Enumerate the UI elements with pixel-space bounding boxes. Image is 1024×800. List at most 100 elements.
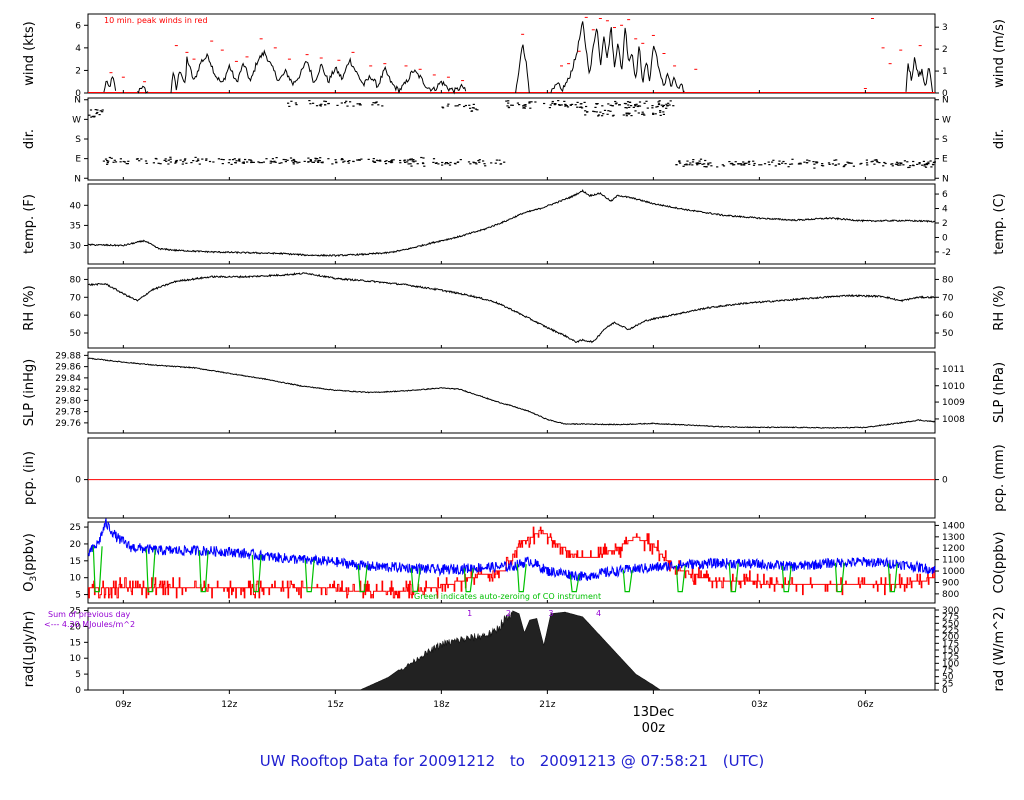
dir-point	[748, 160, 751, 162]
dir-point	[923, 163, 926, 165]
temp-right-tick-label: 4	[942, 205, 948, 215]
dir-point	[385, 160, 388, 162]
dir-point	[323, 100, 326, 102]
dir-point	[655, 106, 658, 108]
co-right-tick-label: 1300	[942, 533, 965, 543]
dir-point	[511, 104, 514, 106]
dir-point	[882, 165, 885, 167]
wind-line	[103, 76, 117, 93]
wind-line	[170, 49, 467, 95]
dir-point	[238, 158, 241, 160]
dir-point	[685, 164, 688, 166]
dir-point	[474, 108, 477, 110]
dir-point	[250, 160, 253, 162]
dir-point	[871, 160, 874, 162]
rh-frame	[87, 267, 936, 349]
dir-point	[412, 161, 415, 163]
co-zero-marker	[622, 570, 633, 593]
dir-point	[627, 113, 630, 115]
dir-point	[342, 161, 345, 163]
temp-left-tick-label: 40	[70, 201, 82, 211]
dir-point	[585, 105, 588, 108]
co-zero-marker	[251, 554, 262, 593]
dir-point	[758, 164, 761, 166]
dir-point	[464, 104, 467, 107]
dir-point	[760, 164, 763, 166]
dir-point	[373, 161, 377, 163]
dir-point	[895, 161, 899, 163]
dir-point	[678, 160, 681, 162]
dir-point	[482, 160, 485, 162]
dir-point	[237, 159, 241, 161]
dir-point	[391, 161, 394, 163]
dir-point	[346, 105, 349, 107]
wind-panel: 0 2 4 6 0 1 2 3 10 min. peak winds in red wind (k…	[22, 13, 1007, 99]
x-tick-label: 06z	[857, 700, 873, 710]
dir-point	[112, 161, 115, 163]
pcp-left-tick-label: 0	[75, 476, 81, 486]
dir-point	[113, 159, 116, 161]
dir-point	[321, 162, 324, 164]
dir-point	[174, 162, 177, 164]
dir-point	[584, 110, 587, 112]
dir-point	[583, 101, 586, 103]
dir-point	[447, 163, 450, 165]
dir-point	[522, 107, 526, 109]
pcp-frame	[87, 437, 936, 519]
co-zero-marker	[198, 550, 209, 593]
dir-point	[551, 100, 554, 103]
dir-point	[90, 116, 93, 118]
title-part-4: (UTC)	[723, 752, 764, 770]
rad-right-tick-label: 200	[942, 633, 959, 643]
title-part-2: to	[510, 752, 525, 770]
slp-right-tick-label: 1009	[942, 398, 965, 408]
dir-point	[609, 110, 612, 112]
dir-point	[549, 104, 552, 106]
rad-hour-mark: 2	[506, 609, 511, 618]
dir-tick-label-r: E	[942, 155, 948, 165]
dir-point	[580, 106, 583, 108]
dir-point	[96, 111, 99, 114]
dir-point	[921, 164, 924, 166]
dir-point	[721, 164, 724, 166]
dir-point	[201, 158, 204, 160]
dir-point	[563, 100, 566, 102]
dir-point	[167, 163, 170, 165]
dir-point	[679, 162, 682, 164]
dir-point	[292, 158, 295, 161]
dir-point	[317, 159, 320, 161]
dir-point	[155, 158, 158, 160]
dir-point	[528, 101, 531, 103]
dir-point	[907, 166, 910, 169]
dir-point	[294, 102, 297, 104]
dir-ylabel-right: dir.	[992, 129, 1007, 149]
dir-tick-label: S	[75, 135, 81, 145]
rad-right-tick-label: 50	[942, 673, 954, 683]
date-marker-date: 13Dec	[633, 705, 675, 720]
dir-point	[309, 160, 312, 162]
o3-left-tick-label: 5	[75, 591, 81, 601]
dir-point	[638, 101, 642, 103]
dir-point	[812, 161, 815, 163]
dir-point	[456, 161, 459, 163]
dir-point	[584, 114, 587, 116]
dir-point	[474, 162, 477, 164]
dir-point	[125, 163, 128, 165]
dir-tick-label-r: N	[942, 96, 949, 106]
dir-point	[929, 160, 932, 162]
dir-point	[611, 115, 615, 117]
dir-point	[274, 161, 277, 163]
rad-right-tick-label: 25	[942, 679, 953, 689]
dir-point	[634, 110, 637, 112]
rh-left-tick-label: 60	[70, 311, 82, 321]
dir-point	[468, 104, 471, 106]
rad-hour-mark: 1	[467, 609, 472, 618]
dir-point	[628, 106, 631, 108]
rad-left-tick-label: 15	[70, 638, 81, 648]
dir-point	[471, 107, 474, 109]
dir-point	[271, 158, 274, 160]
dir-point	[865, 159, 868, 161]
dir-point	[315, 105, 319, 107]
dir-point	[641, 113, 644, 115]
dir-point	[707, 162, 710, 164]
